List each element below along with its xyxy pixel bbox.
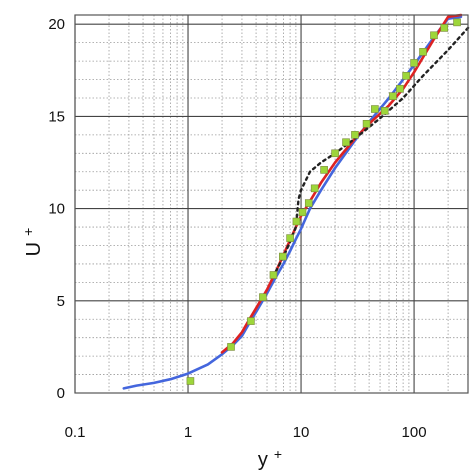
data-marker bbox=[342, 138, 350, 147]
x-tick-label: 10 bbox=[293, 424, 310, 441]
data-marker bbox=[186, 377, 195, 385]
data-marker bbox=[298, 208, 307, 217]
y-tick-label: 15 bbox=[48, 108, 65, 125]
x-axis-label: y + bbox=[258, 446, 282, 471]
plot-frame bbox=[74, 14, 469, 394]
data-marker bbox=[247, 317, 255, 325]
data-marker bbox=[310, 184, 319, 193]
series-line-1 bbox=[122, 15, 463, 390]
data-marker bbox=[320, 166, 328, 174]
data-marker bbox=[286, 234, 294, 242]
series-layer bbox=[122, 13, 470, 390]
series-markers bbox=[186, 18, 461, 385]
data-marker bbox=[402, 72, 410, 80]
data-marker bbox=[371, 105, 379, 113]
data-marker bbox=[453, 18, 461, 27]
data-marker bbox=[410, 59, 418, 67]
y-tick-label: 10 bbox=[48, 201, 65, 218]
tick-labels: 0.1 1 10 100 0 5 10 15 20 bbox=[48, 16, 426, 441]
data-marker bbox=[227, 343, 235, 351]
x-tick-label: 0.1 bbox=[65, 424, 86, 441]
y-tick-label: 5 bbox=[57, 293, 65, 310]
data-marker bbox=[389, 92, 397, 100]
minor-grid bbox=[75, 15, 468, 393]
data-marker bbox=[396, 84, 404, 93]
data-marker bbox=[269, 271, 278, 279]
data-marker bbox=[440, 24, 449, 32]
y-axis-label: U+ bbox=[20, 228, 45, 257]
data-marker bbox=[380, 107, 389, 115]
data-marker bbox=[351, 131, 359, 139]
y-tick-label: 0 bbox=[57, 385, 65, 402]
data-marker bbox=[430, 31, 438, 40]
y-axis-label-sup: + bbox=[20, 228, 36, 236]
x-tick-label: 1 bbox=[184, 424, 192, 441]
x-tick-label: 100 bbox=[402, 424, 427, 441]
y-tick-label: 20 bbox=[48, 16, 65, 33]
data-marker bbox=[304, 199, 313, 207]
x-axis-label-sup: + bbox=[274, 446, 282, 462]
data-marker bbox=[331, 149, 339, 158]
data-marker bbox=[279, 252, 287, 261]
data-marker bbox=[362, 119, 371, 128]
data-marker bbox=[419, 48, 427, 56]
data-marker bbox=[259, 293, 267, 301]
data-marker bbox=[292, 217, 301, 226]
